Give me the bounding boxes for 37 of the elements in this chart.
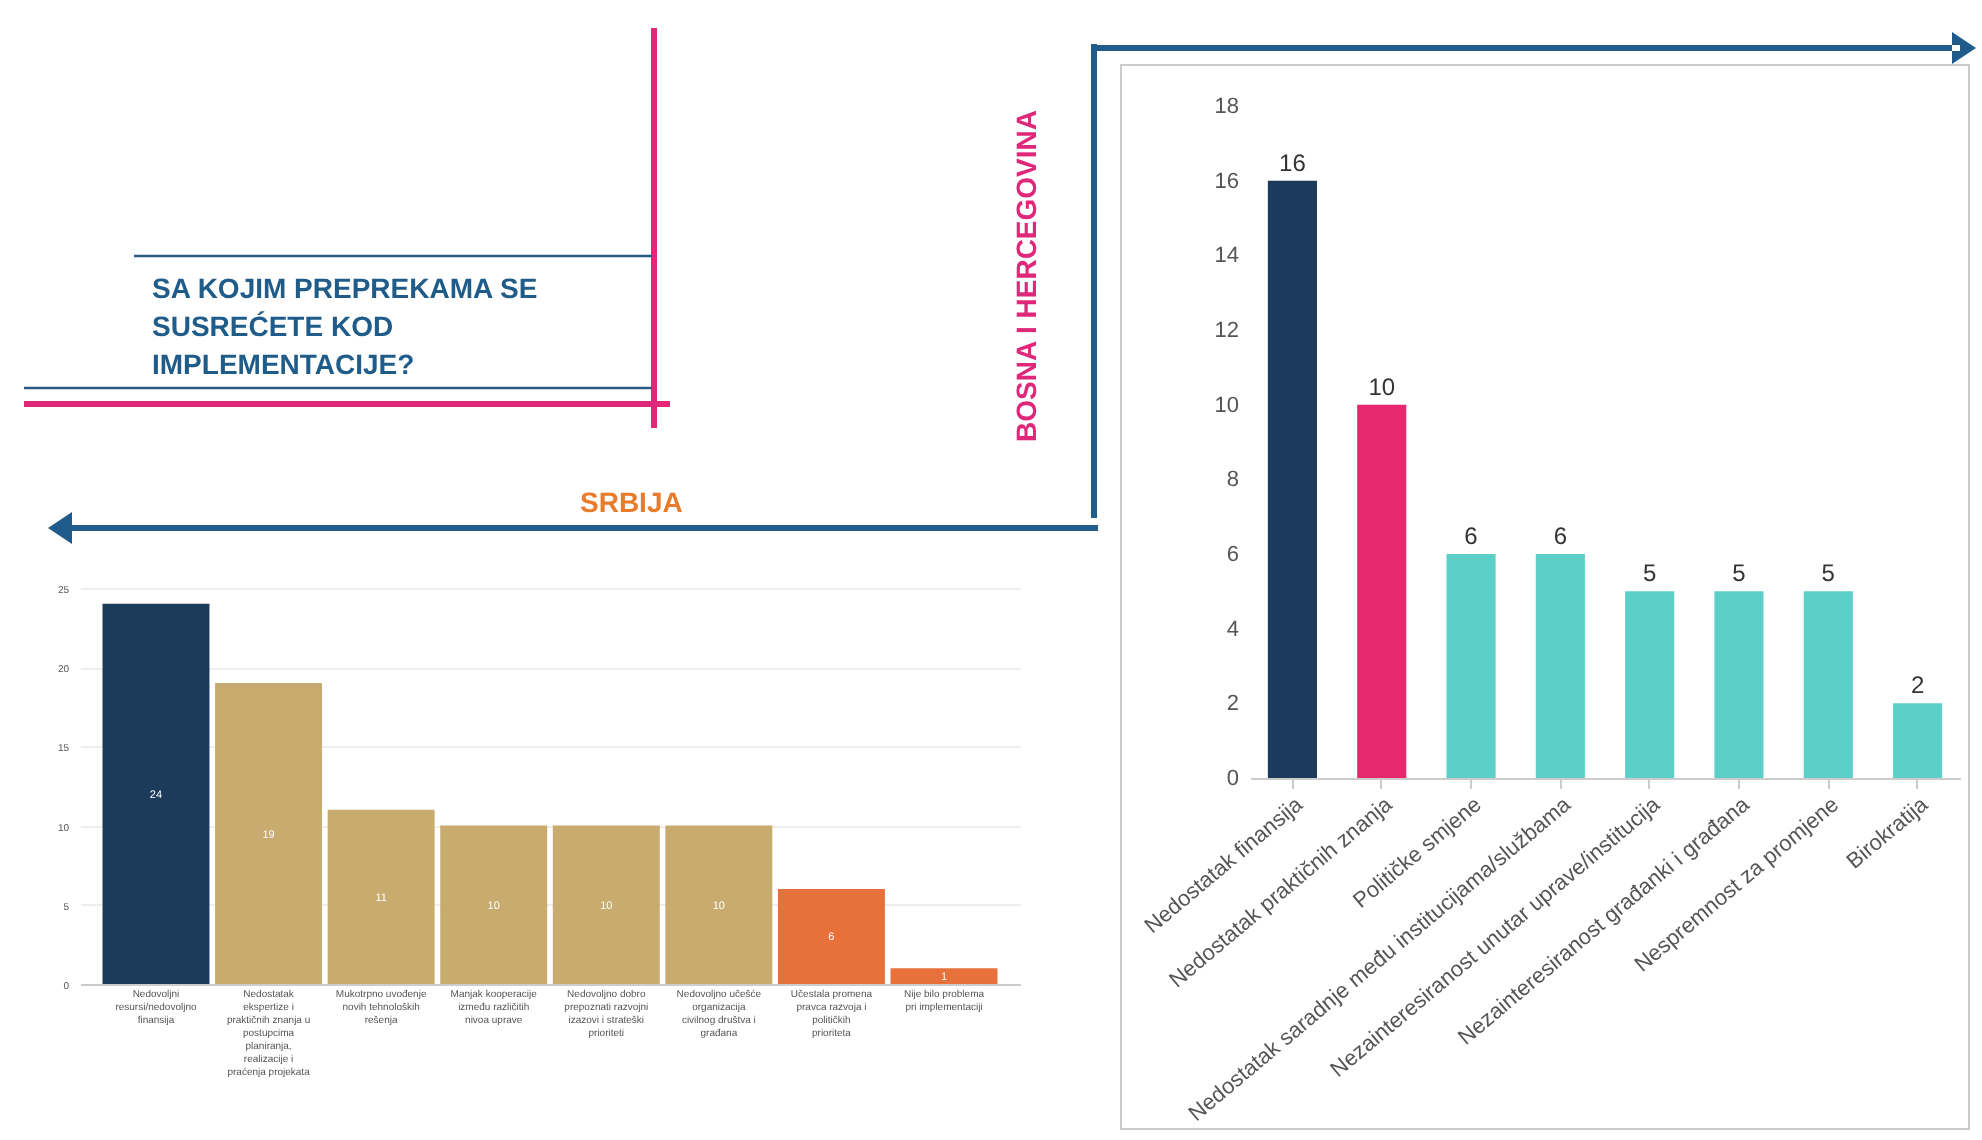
- y-tick-label: 4: [1226, 617, 1239, 642]
- bar: [1625, 591, 1675, 778]
- bar: [1714, 591, 1764, 778]
- y-tick-label: 0: [1226, 767, 1239, 791]
- text: BOSNA I HERCEGOVINA: [1010, 110, 1042, 442]
- bar: [1803, 591, 1853, 778]
- text: SA KOJIM PREPREKAMA SE SUSREĆETE KOD IMPLEMENTACIJE?: [152, 270, 540, 384]
- bar: [215, 683, 323, 984]
- bar: [1893, 703, 1943, 778]
- y-tick-label: 2: [1226, 692, 1239, 717]
- data-label: 16: [1279, 148, 1307, 177]
- data-label: 2: [1910, 671, 1925, 700]
- bar: [1357, 404, 1407, 778]
- bar: [890, 968, 998, 984]
- y-tick-label: 18: [1214, 95, 1239, 119]
- data-label: 6: [1464, 522, 1479, 550]
- y-tick-label: 8: [1226, 468, 1239, 493]
- y-tick-label: 6: [1226, 543, 1239, 567]
- bar: [327, 809, 435, 984]
- bar: [552, 825, 660, 984]
- bar: [440, 825, 548, 984]
- y-tick-label: 10: [1214, 393, 1239, 418]
- data-label: 5: [1732, 559, 1747, 588]
- data-label: 10: [1368, 372, 1396, 401]
- bar: [777, 888, 885, 984]
- y-tick-label: 16: [1214, 169, 1239, 194]
- bar: [665, 825, 773, 984]
- bar: [1535, 554, 1585, 778]
- bar: [1446, 554, 1496, 778]
- y-tick-label: 12: [1214, 319, 1239, 343]
- data-label: 5: [1821, 559, 1836, 588]
- data-label: 5: [1642, 559, 1657, 588]
- bar: [1267, 180, 1317, 778]
- data-label: 6: [1553, 522, 1568, 550]
- chart-title: SRBIJA: [580, 486, 683, 518]
- y-tick-label: 14: [1214, 244, 1239, 269]
- bar: [102, 603, 210, 984]
